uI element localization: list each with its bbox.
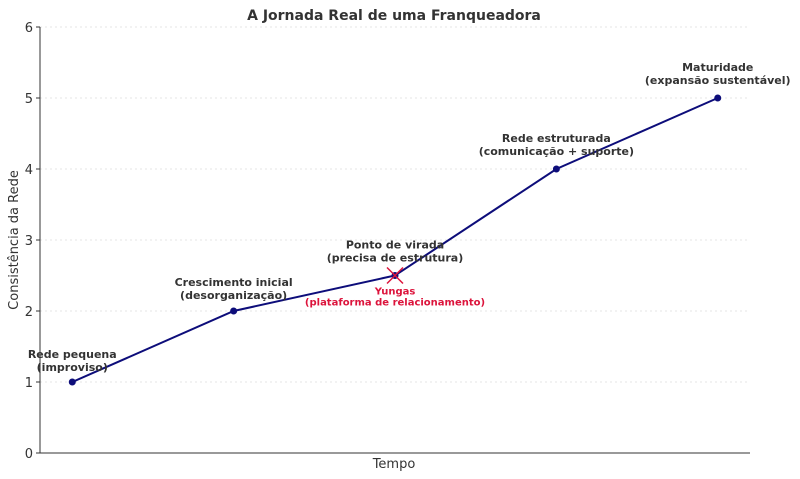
y-tick-label: 1 <box>25 376 33 391</box>
annotation-label: (desorganização) <box>180 289 287 302</box>
annotation-label: (expansão sustentável) <box>645 74 791 87</box>
data-point <box>552 165 560 173</box>
chart-title: A Jornada Real de uma Franqueadora <box>247 8 541 24</box>
y-axis-label: Consistência da Rede <box>7 170 22 310</box>
annotation-label: (comunicação + suporte) <box>479 145 634 158</box>
y-tick-label: 6 <box>25 21 33 36</box>
y-tick-label: 3 <box>25 234 33 249</box>
data-point <box>714 94 722 102</box>
y-tick-label: 2 <box>25 305 33 320</box>
annotation-label: Crescimento inicial <box>175 276 293 289</box>
data-point <box>68 378 76 386</box>
y-tick-label: 0 <box>25 447 33 462</box>
y-tick-label: 4 <box>25 163 33 178</box>
annotation-label: Ponto de virada <box>346 239 444 252</box>
data-point <box>230 307 238 315</box>
annotation-label: (precisa de estrutura) <box>327 252 464 265</box>
annotation-label: (improviso) <box>37 361 108 374</box>
highlight-x-marker <box>386 266 404 285</box>
annotation-label: Maturidade <box>682 61 753 74</box>
x-axis-label: Tempo <box>372 457 416 472</box>
annotation-label: Rede estruturada <box>502 132 611 145</box>
highlight-label: Yungas <box>374 287 416 298</box>
highlight-label: (plataforma de relacionamento) <box>305 298 485 309</box>
annotation-label: Rede pequena <box>28 348 117 361</box>
y-tick-label: 5 <box>25 92 33 107</box>
